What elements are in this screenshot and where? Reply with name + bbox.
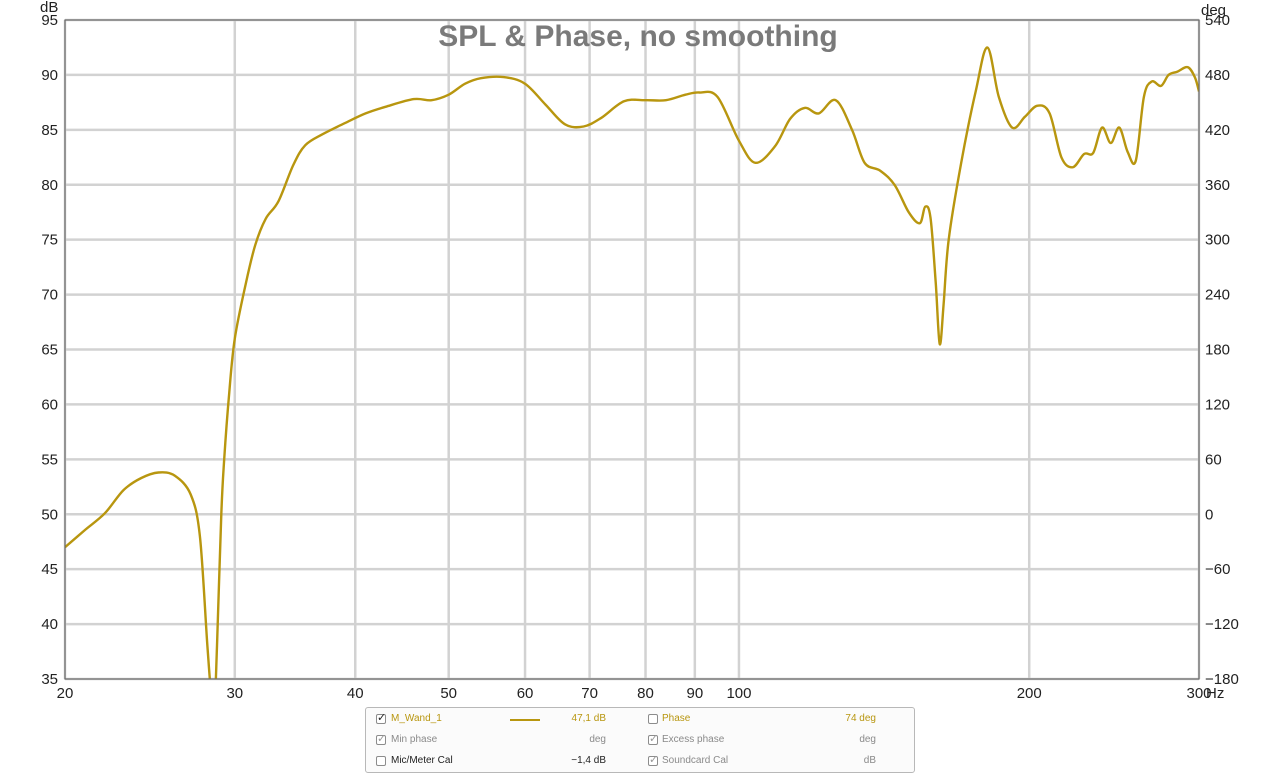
- min-phase-checkbox[interactable]: [376, 732, 386, 745]
- excess-phase-value: deg: [859, 734, 876, 745]
- legend-row-mic-meter-cal: Mic/Meter Cal −1,4 dB Soundcard Cal dB: [366, 751, 914, 771]
- x-tick-label: 50: [440, 685, 457, 702]
- mic-meter-cal-checkbox[interactable]: [376, 756, 386, 766]
- x-axis-unit: Hz: [1206, 685, 1224, 702]
- y-axis-unit: dB: [40, 0, 58, 16]
- x-tick-label: 300: [1186, 685, 1211, 702]
- phase-label: Phase: [662, 713, 691, 724]
- x-tick-label: 30: [226, 685, 243, 702]
- spl-phase-chart: 20 30 40 50 60 70 80 90 100 200 300 35 40 45 50 55 60 65…: [40, 0, 1239, 702]
- y-tick-label: 35: [41, 671, 58, 688]
- legend-row-min-phase: Min phase deg Excess phase deg: [366, 730, 914, 750]
- y2-tick-label: 0: [1205, 506, 1213, 523]
- y-tick-label: 65: [41, 342, 58, 359]
- y-tick-label: 75: [41, 232, 58, 249]
- y-tick-label: 80: [41, 177, 58, 194]
- x-tick-label: 90: [686, 685, 703, 702]
- soundcard-cal-checkbox[interactable]: [648, 753, 658, 766]
- m-wand-1-label: M_Wand_1: [391, 713, 442, 724]
- m-wand-1-line-swatch: [510, 719, 540, 721]
- y-tick-label: 45: [41, 561, 58, 578]
- phase-checkbox[interactable]: [648, 714, 658, 724]
- y2-tick-label: 420: [1205, 122, 1230, 139]
- excess-phase-checkbox[interactable]: [648, 732, 658, 745]
- x-tick-label: 40: [347, 685, 364, 702]
- excess-phase-label: Excess phase: [662, 734, 725, 745]
- y2-tick-label: 360: [1205, 177, 1230, 194]
- chart-title: SPL & Phase, no smoothing: [438, 20, 838, 53]
- plot-frame: [64, 19, 1200, 680]
- y2-tick-label: −120: [1205, 616, 1239, 633]
- mic-meter-cal-value: −1,4 dB: [571, 755, 606, 766]
- min-phase-value: deg: [589, 734, 606, 745]
- x-tick-label: 20: [57, 685, 74, 702]
- series-group: [65, 46, 1199, 679]
- y-tick-label: 55: [41, 451, 58, 468]
- legend-panel: M_Wand_1 47,1 dB Phase 74 deg Min phase …: [365, 707, 915, 773]
- m-wand-1-value: 47,1 dB: [571, 713, 606, 724]
- x-tick-label: 80: [637, 685, 654, 702]
- y2-tick-label: −180: [1205, 671, 1239, 688]
- y-tick-label: 40: [41, 616, 58, 633]
- y2-tick-label: 240: [1205, 287, 1230, 304]
- y-tick-label: 70: [41, 287, 58, 304]
- y-tick-label: 85: [41, 122, 58, 139]
- legend-row-m-wand-1: M_Wand_1 47,1 dB Phase 74 deg: [366, 709, 914, 729]
- phase-value: 74 deg: [845, 713, 876, 724]
- x-tick-label: 100: [726, 685, 751, 702]
- series-line-m-wand-1: [65, 46, 1199, 679]
- x-tick-labels: 20 30 40 50 60 70 80 90 100 200 300: [57, 685, 1212, 702]
- y-tick-label: 90: [41, 67, 58, 84]
- soundcard-cal-value: dB: [863, 755, 876, 766]
- y2-tick-label: 120: [1205, 396, 1230, 413]
- y2-tick-labels: −180 −120 −60 0 60 120 180 240 300 360 420 480 540: [1205, 12, 1239, 688]
- y-tick-label: 50: [41, 506, 58, 523]
- x-tick-label: 200: [1017, 685, 1042, 702]
- x-tick-label: 70: [581, 685, 598, 702]
- m-wand-1-checkbox[interactable]: [376, 711, 386, 724]
- min-phase-label: Min phase: [391, 734, 438, 745]
- y2-tick-label: 300: [1205, 232, 1230, 249]
- y-tick-labels: 35 40 45 50 55 60 65 70 75 80 85 90 95: [41, 12, 58, 688]
- y2-tick-label: 180: [1205, 342, 1230, 359]
- y-tick-label: 60: [41, 396, 58, 413]
- y2-tick-label: 60: [1205, 451, 1222, 468]
- x-tick-label: 60: [517, 685, 534, 702]
- y2-tick-label: 480: [1205, 67, 1230, 84]
- y2-axis-unit: deg: [1201, 2, 1226, 19]
- y-tick-label: 95: [41, 12, 58, 29]
- y2-tick-label: 540: [1205, 12, 1230, 29]
- mic-meter-cal-label: Mic/Meter Cal: [391, 755, 453, 766]
- y2-tick-label: −60: [1205, 561, 1230, 578]
- soundcard-cal-label: Soundcard Cal: [662, 755, 729, 766]
- grid: [63, 18, 1201, 681]
